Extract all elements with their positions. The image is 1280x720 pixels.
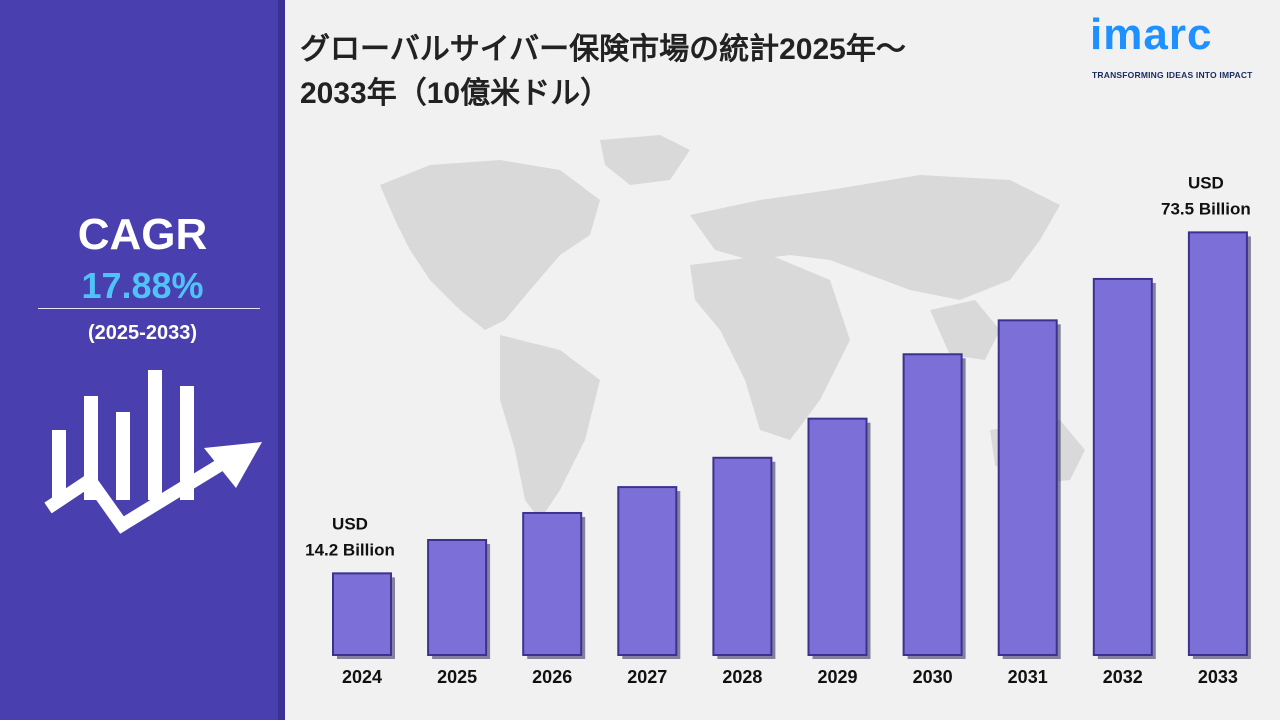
annotation-2033-line-0: USD [1188,173,1224,192]
year-label-2030: 2030 [913,667,953,687]
annotation-2024-line-1: 14.2 Billion [305,540,395,559]
annotation-2033-line-1: 73.5 Billion [1161,199,1251,218]
year-label-2027: 2027 [627,667,667,687]
title-line-2: 2033年（10億米ドル） [300,77,611,110]
bar-2029 [807,417,868,656]
logo-tagline: TRANSFORMING IDEAS INTO IMPACT [1092,70,1253,80]
bar-2030 [902,353,963,656]
year-label-2028: 2028 [722,667,762,687]
sidebar [0,0,285,720]
year-label-2029: 2029 [817,667,857,687]
bar-2026 [522,511,583,656]
bar-2027 [617,486,678,656]
imarc-logo: imarc TRANSFORMING IDEAS INTO IMPACT [1090,10,1265,90]
logo-word: imarc [1090,10,1213,59]
year-label-2025: 2025 [437,667,477,687]
year-label-2024: 2024 [342,667,382,687]
bar-2033 [1187,231,1248,656]
year-label-2026: 2026 [532,667,572,687]
annotation-2024-line-0: USD [332,514,368,533]
year-labels: 2024 2025 2026 2027 2028 2029 2030 2031 2032 2033 [342,667,1238,687]
bar-2025 [427,539,488,656]
year-label-2032: 2032 [1103,667,1143,687]
year-label-2033: 2033 [1198,667,1238,687]
cagr-period: (2025-2033) [88,322,197,344]
title-line-1: グローバルサイバー保険市場の統計2025年～ [300,33,906,66]
sidebar-edge [278,0,285,720]
bar-2024 [332,572,392,656]
year-label-2031: 2031 [1008,667,1048,687]
cagr-value: 17.88% [81,265,204,306]
world-map-background [380,135,1085,520]
bar-2031 [997,319,1058,656]
bar-2028 [712,456,773,656]
bars [332,231,1251,659]
cagr-divider [38,308,260,309]
growth-bars-arrow-icon [44,370,262,534]
bar-2032 [1092,277,1153,656]
chart-title: グローバルサイバー保険市場の統計2025年～ 2033年（10億米ドル） [300,28,1060,116]
annotations: USD 14.2 Billion USD 73.5 Billion [305,173,1251,559]
cagr-title: CAGR [77,210,208,259]
